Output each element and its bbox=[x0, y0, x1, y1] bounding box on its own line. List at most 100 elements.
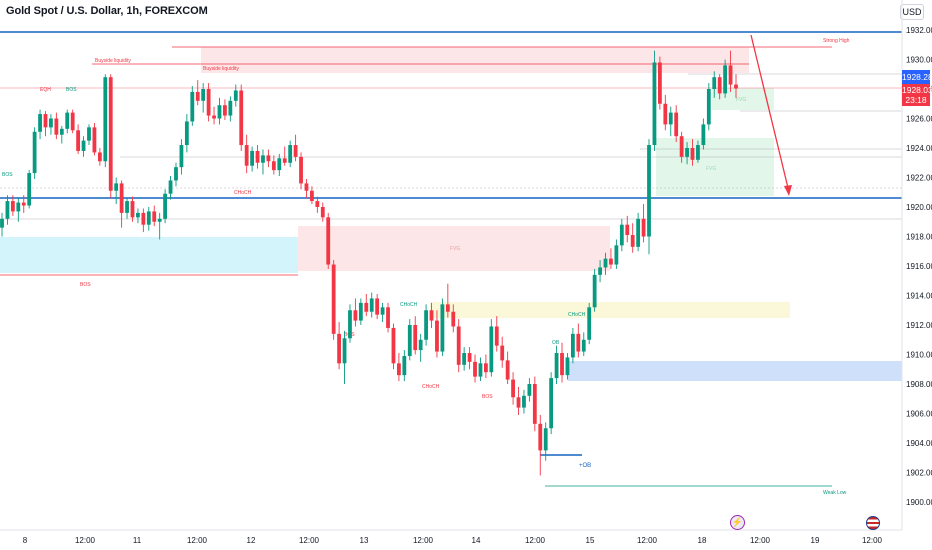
candle-body bbox=[228, 100, 233, 116]
candle-body bbox=[614, 245, 619, 265]
candle bbox=[516, 386, 521, 415]
candle-body bbox=[554, 353, 559, 379]
candle-body bbox=[353, 310, 358, 321]
time-tick-label: 13 bbox=[360, 536, 369, 545]
time-axis[interactable]: 8 12:00 11 12:00 12 12:00 13 12:00 14 12:00 15 12:0… bbox=[23, 536, 883, 545]
candle bbox=[391, 323, 396, 370]
label-eqh: EQH bbox=[40, 87, 51, 93]
candle bbox=[652, 50, 657, 151]
candle bbox=[157, 212, 162, 240]
label-strong-high: Strong High bbox=[823, 38, 850, 44]
candle-body bbox=[668, 112, 673, 125]
candle bbox=[445, 283, 450, 318]
candle bbox=[668, 106, 673, 137]
candle-body bbox=[592, 274, 597, 308]
candle bbox=[130, 196, 135, 222]
candle-body bbox=[299, 156, 303, 184]
arrow-head-icon bbox=[784, 185, 792, 196]
candle bbox=[685, 142, 689, 165]
candle-body bbox=[581, 339, 586, 352]
candle-body bbox=[217, 105, 222, 119]
price-tick-label: 1914.00 bbox=[906, 292, 932, 301]
chart-title: Gold Spot / U.S. Dollar, 1h, FOREXCOM bbox=[6, 5, 208, 17]
candle bbox=[734, 74, 738, 98]
countdown-timer: 23:18 bbox=[905, 95, 927, 105]
time-tick-label: 12:00 bbox=[75, 536, 96, 545]
candle bbox=[304, 178, 309, 199]
candle bbox=[522, 389, 526, 414]
candle bbox=[141, 208, 146, 233]
label-liquidity-1: Buyside liquidity bbox=[95, 58, 131, 64]
fvg-zone-red bbox=[298, 226, 610, 271]
candle-body bbox=[337, 333, 341, 364]
candle bbox=[87, 124, 91, 146]
candle bbox=[54, 112, 59, 140]
candle bbox=[413, 316, 418, 355]
candle-body bbox=[489, 326, 494, 373]
fvg-zone-green-1 bbox=[712, 88, 774, 110]
candle bbox=[201, 83, 206, 113]
candle-body bbox=[250, 150, 255, 166]
time-tick-label: 8 bbox=[23, 536, 28, 545]
candle-body bbox=[43, 114, 48, 128]
price-axis[interactable]: 1932.001930.001928.001926.001924.001922.… bbox=[906, 26, 932, 507]
candle bbox=[701, 118, 706, 150]
candle-body bbox=[560, 353, 564, 376]
candle bbox=[233, 84, 238, 107]
candle bbox=[136, 208, 140, 224]
label-fvg-up2: FVG bbox=[706, 166, 716, 172]
candle bbox=[565, 353, 570, 380]
candle bbox=[10, 195, 15, 216]
candle bbox=[212, 106, 216, 125]
candle-body bbox=[255, 150, 260, 163]
candle bbox=[16, 198, 21, 222]
candle bbox=[81, 136, 86, 157]
candle-body bbox=[619, 224, 624, 246]
candle bbox=[532, 376, 537, 432]
candle-body bbox=[212, 115, 216, 119]
candle bbox=[70, 109, 75, 134]
candle bbox=[511, 372, 515, 405]
candle bbox=[418, 333, 423, 362]
time-tick-label: 12:00 bbox=[299, 536, 320, 545]
price-tick-label: 1906.00 bbox=[906, 410, 932, 419]
candle-body bbox=[179, 145, 184, 168]
candle bbox=[543, 422, 548, 461]
fvg-zone-yellow bbox=[430, 302, 790, 318]
lightning-icon[interactable]: ⚡ bbox=[730, 515, 745, 530]
candle bbox=[451, 304, 456, 333]
us-flag-icon[interactable] bbox=[866, 516, 880, 530]
candle bbox=[49, 114, 53, 135]
candle-body bbox=[543, 428, 548, 451]
candle bbox=[92, 122, 97, 156]
candle bbox=[598, 260, 602, 283]
candle-body bbox=[505, 360, 510, 380]
candle-body bbox=[38, 114, 42, 132]
candle-body bbox=[527, 384, 532, 396]
candle-body bbox=[184, 121, 189, 146]
price-tick-label: 1920.00 bbox=[906, 203, 932, 212]
candles-group bbox=[0, 50, 738, 476]
candle-body bbox=[282, 158, 287, 163]
candle bbox=[429, 302, 434, 328]
label-bos-top: BOS bbox=[66, 87, 77, 93]
candle bbox=[195, 80, 200, 106]
candle bbox=[609, 248, 613, 269]
currency-button[interactable]: USD bbox=[900, 4, 924, 20]
candle bbox=[146, 207, 151, 231]
candle-body bbox=[125, 201, 129, 213]
candle bbox=[728, 50, 733, 92]
candle bbox=[179, 139, 184, 175]
candle-body bbox=[261, 155, 265, 163]
candle bbox=[538, 414, 543, 476]
candle bbox=[657, 56, 662, 110]
candle-body bbox=[636, 218, 641, 247]
candle bbox=[549, 372, 554, 435]
candle bbox=[299, 152, 303, 190]
candle bbox=[190, 86, 195, 126]
label-bos-low: BOS bbox=[482, 394, 493, 400]
candle bbox=[603, 252, 608, 275]
candle bbox=[663, 94, 668, 131]
candle bbox=[337, 322, 341, 370]
